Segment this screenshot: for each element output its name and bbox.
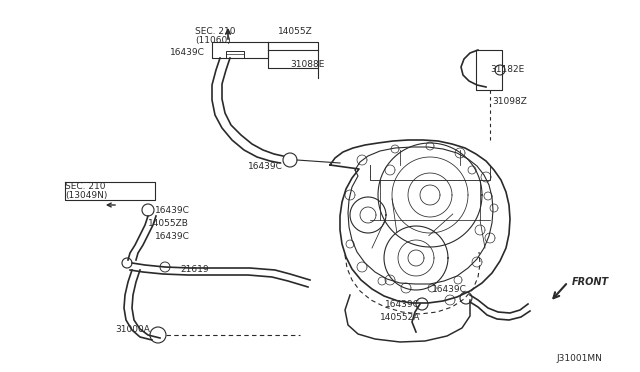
Text: 31098Z: 31098Z [492,97,527,106]
Text: 16439C: 16439C [385,300,420,309]
Text: 16439C: 16439C [432,285,467,294]
Text: 31000A: 31000A [115,325,150,334]
Text: 16439C: 16439C [170,48,205,57]
Text: J31001MN: J31001MN [556,354,602,363]
Text: (13049N): (13049N) [65,191,108,200]
Bar [226,51,244,58]
Text: 21619: 21619 [180,265,209,274]
Text: FRONT: FRONT [572,277,609,287]
Text: 14055Z: 14055Z [278,27,313,36]
Text: SEC. 210: SEC. 210 [195,27,236,36]
Text: 16439C: 16439C [248,162,283,171]
Text: 31182E: 31182E [490,65,524,74]
Text: 140552A: 140552A [380,313,420,322]
Text: 31088E: 31088E [290,60,324,69]
Text: 14055ZB: 14055ZB [148,219,189,228]
Text: 16439C: 16439C [155,206,190,215]
Text: 16439C: 16439C [155,232,190,241]
Text: SEC. 210: SEC. 210 [65,182,106,191]
Text: (11060): (11060) [195,36,231,45]
